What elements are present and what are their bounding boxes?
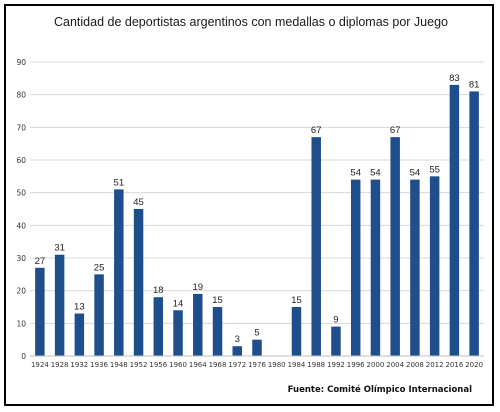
x-axis-ticks: 1924 1928 1932 1936 1948 1952 1956 1960 1964 1968… bbox=[31, 361, 483, 369]
y-tick-label: 50 bbox=[16, 189, 26, 198]
y-tick-label: 70 bbox=[16, 123, 26, 132]
y-tick-label: 80 bbox=[16, 91, 26, 100]
x-tick-label-2000: 2000 bbox=[367, 361, 385, 369]
data-label-2020: 81 bbox=[469, 79, 480, 90]
x-tick-label-1964: 1964 bbox=[189, 361, 207, 369]
x-tick-label-1992: 1992 bbox=[327, 361, 345, 369]
bar-1992 bbox=[331, 326, 341, 356]
data-label-1956: 18 bbox=[153, 285, 164, 296]
bar-1968 bbox=[212, 307, 223, 356]
x-tick-label-2020: 2020 bbox=[465, 361, 483, 369]
x-tick-label-1960: 1960 bbox=[169, 361, 187, 369]
data-label-1964: 19 bbox=[192, 282, 203, 293]
bar-1956 bbox=[153, 297, 164, 356]
data-label-1960: 14 bbox=[173, 298, 184, 309]
x-tick-label-1968: 1968 bbox=[209, 361, 227, 369]
x-tick-label-1948: 1948 bbox=[110, 361, 128, 369]
data-label-1948: 51 bbox=[114, 177, 125, 188]
bar-1924 bbox=[35, 267, 45, 356]
x-tick-label-1984: 1984 bbox=[288, 361, 306, 369]
x-tick-label-2016: 2016 bbox=[445, 361, 463, 369]
chart-frame: Cantidad de deportistas argentinos con m… bbox=[4, 4, 494, 406]
bar-1952 bbox=[133, 209, 144, 356]
x-tick-label-1936: 1936 bbox=[90, 361, 108, 369]
x-tick-label-2012: 2012 bbox=[426, 361, 444, 369]
x-tick-label-1976: 1976 bbox=[248, 361, 266, 369]
x-tick-label-2004: 2004 bbox=[386, 361, 404, 369]
x-tick-label-1928: 1928 bbox=[51, 361, 69, 369]
data-label-1928: 31 bbox=[54, 243, 65, 254]
bar-1948 bbox=[114, 189, 124, 356]
x-tick-label-1924: 1924 bbox=[31, 361, 49, 369]
bar-2004 bbox=[390, 137, 400, 356]
y-tick-label: 30 bbox=[16, 254, 26, 263]
bar-1964 bbox=[193, 293, 203, 356]
bar-2008 bbox=[410, 179, 420, 356]
bar-2000 bbox=[370, 179, 381, 356]
data-label-2008: 54 bbox=[410, 168, 421, 179]
data-label-2016: 83 bbox=[449, 73, 460, 84]
data-label-2004: 67 bbox=[390, 125, 401, 136]
bar-1932 bbox=[74, 313, 85, 356]
bar-2016 bbox=[449, 84, 460, 356]
data-label-1968: 15 bbox=[212, 295, 223, 306]
y-tick-label: 60 bbox=[16, 156, 26, 165]
bar-1984 bbox=[291, 307, 302, 356]
data-label-1924: 27 bbox=[35, 256, 46, 267]
data-label-1972: 3 bbox=[235, 334, 240, 345]
bar-1936 bbox=[94, 274, 104, 356]
bar-1988 bbox=[311, 137, 321, 356]
gridlines bbox=[30, 61, 484, 357]
x-tick-label-1956: 1956 bbox=[149, 361, 167, 369]
data-label-2012: 55 bbox=[429, 164, 440, 175]
bar-1976 bbox=[252, 339, 262, 356]
x-tick-label-2008: 2008 bbox=[406, 361, 424, 369]
source-note: Fuente: Comité Olímpico Internacional bbox=[288, 384, 472, 395]
data-label-1936: 25 bbox=[94, 262, 105, 273]
bar-1972 bbox=[232, 346, 242, 356]
x-tick-label-1952: 1952 bbox=[130, 361, 148, 369]
bar-1928 bbox=[54, 254, 65, 356]
bar-2020 bbox=[469, 91, 479, 357]
x-tick-label-1988: 1988 bbox=[307, 361, 325, 369]
data-label-1988: 67 bbox=[311, 125, 322, 136]
bar-chart: Cantidad de deportistas argentinos con m… bbox=[16, 15, 484, 395]
y-tick-label: 10 bbox=[16, 319, 26, 328]
bar-1996 bbox=[350, 179, 361, 356]
y-tick-label: 90 bbox=[16, 58, 26, 67]
data-labels: 27 31 13 25 51 45 18 14 19 15 3 5 15 67 9 54 54 67 54 55 83 8… bbox=[35, 73, 480, 345]
x-tick-label-1996: 1996 bbox=[347, 361, 365, 369]
x-tick-label-1980: 1980 bbox=[268, 361, 286, 369]
bar-1960 bbox=[173, 310, 183, 356]
data-label-1976: 5 bbox=[254, 328, 259, 339]
data-label-2000: 54 bbox=[370, 168, 381, 179]
x-tick-label-1932: 1932 bbox=[70, 361, 88, 369]
data-label-1952: 45 bbox=[133, 197, 144, 208]
bars bbox=[35, 84, 479, 357]
data-label-1996: 54 bbox=[350, 168, 361, 179]
data-label-1992: 9 bbox=[333, 315, 338, 326]
y-axis-ticks: 0 10 20 30 40 50 60 70 80 90 bbox=[16, 58, 26, 361]
y-tick-label: 40 bbox=[16, 221, 26, 230]
bar-2012 bbox=[429, 176, 440, 356]
chart-title: Cantidad de deportistas argentinos con m… bbox=[54, 15, 448, 29]
y-tick-label: 0 bbox=[21, 352, 26, 361]
x-tick-label-1972: 1972 bbox=[228, 361, 246, 369]
data-label-1932: 13 bbox=[74, 302, 85, 313]
data-label-1984: 15 bbox=[291, 295, 302, 306]
y-tick-label: 20 bbox=[16, 287, 26, 296]
